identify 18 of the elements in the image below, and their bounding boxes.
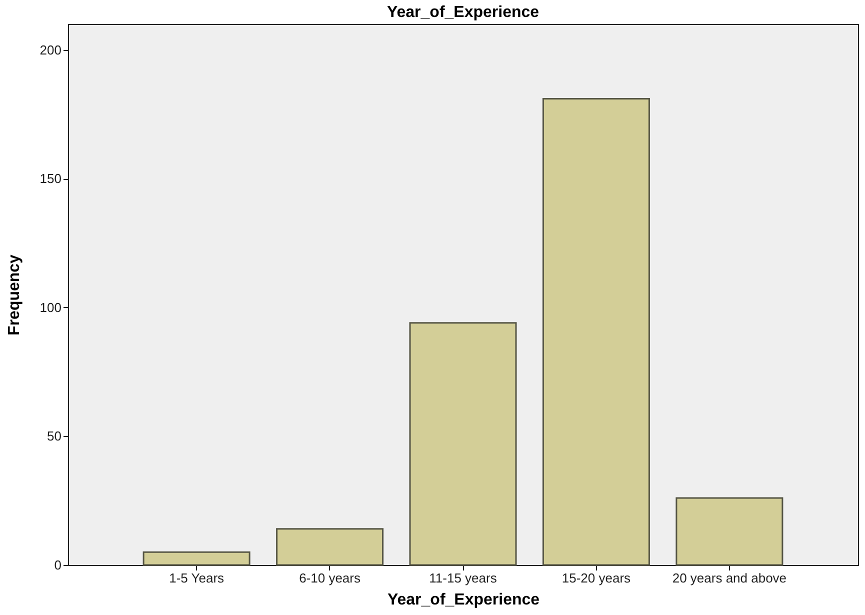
- x-tick-label: 11-15 years: [429, 570, 498, 586]
- bar: [676, 497, 784, 566]
- y-tick-label: 0: [54, 558, 62, 572]
- bar: [142, 551, 250, 566]
- bar: [409, 322, 517, 566]
- bar: [542, 98, 650, 566]
- bar: [276, 528, 384, 566]
- chart-title: Year_of_Experience: [386, 4, 540, 21]
- y-axis-title: Frequency: [6, 254, 23, 336]
- x-tick-label: 6-10 years: [299, 570, 361, 586]
- x-tick-label: 1-5 Years: [169, 570, 225, 586]
- y-tick-label: 200: [40, 42, 62, 58]
- x-axis-title: Year_of_Experience: [387, 592, 540, 608]
- x-tick-label: 20 years and above: [672, 570, 787, 586]
- y-tick-label: 100: [40, 300, 62, 315]
- y-tick-label: 150: [40, 171, 62, 186]
- y-tick-label: 50: [47, 428, 62, 444]
- x-tick-label: 15-20 years: [562, 570, 632, 586]
